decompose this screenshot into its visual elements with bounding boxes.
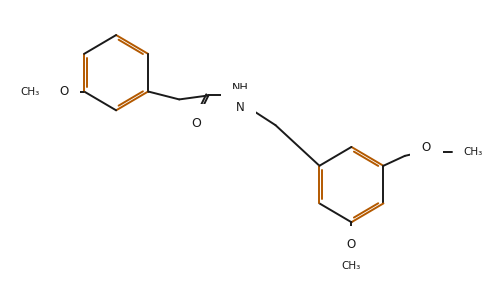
Text: O: O bbox=[347, 237, 356, 251]
Text: CH₃: CH₃ bbox=[342, 261, 361, 271]
Text: O: O bbox=[59, 85, 69, 98]
Text: NH: NH bbox=[232, 83, 249, 93]
Text: CH₃: CH₃ bbox=[20, 87, 39, 97]
Text: O: O bbox=[191, 117, 201, 130]
Text: CH₃: CH₃ bbox=[463, 147, 483, 157]
Text: O: O bbox=[421, 141, 431, 154]
Text: N: N bbox=[236, 101, 244, 114]
